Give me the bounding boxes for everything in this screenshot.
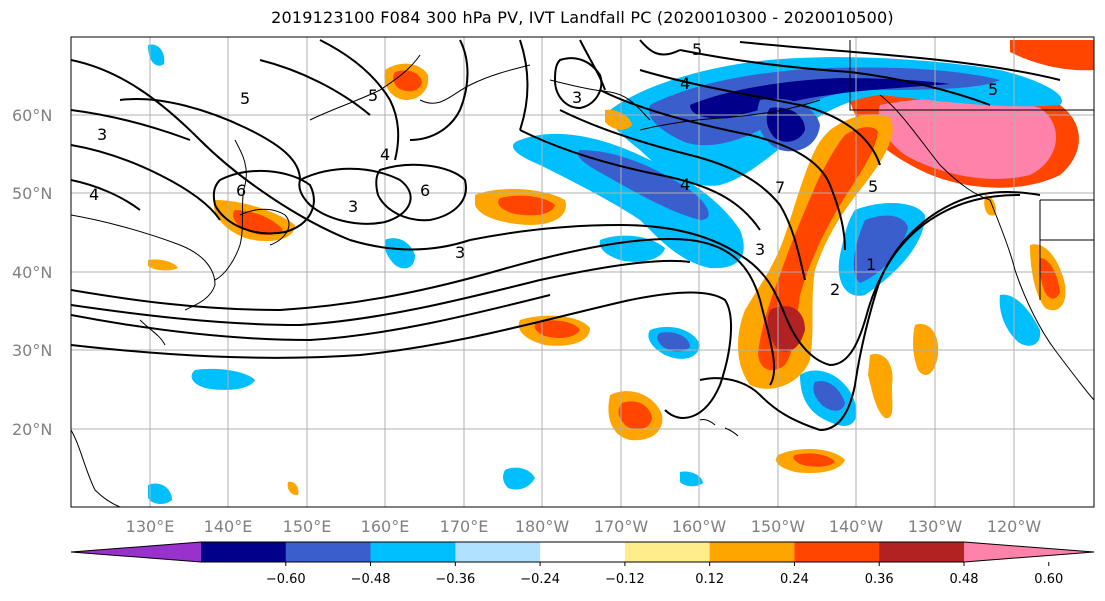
contour-label: 5 (368, 86, 378, 105)
map-title: 2019123100 F084 300 hPa PV, IVT Landfall… (271, 8, 894, 27)
latitude-labels: 60°N 50°N 40°N 30°N 20°N (12, 106, 52, 439)
colorbar-segment (794, 542, 880, 562)
contour-label: 3 (97, 125, 107, 144)
pv-contours (71, 39, 1061, 431)
contour-label: 4 (680, 175, 690, 194)
contour-label: 3 (755, 240, 765, 259)
lon-label: 130°W (908, 517, 963, 536)
contour-label: 5 (692, 40, 702, 59)
contour-label: 1 (866, 255, 876, 274)
colorbar-segment (540, 542, 626, 562)
coastlines (71, 40, 1094, 507)
contour-label: 5 (240, 89, 250, 108)
colorbar-tick-label: −0.60 (266, 572, 306, 587)
colorbar-outline (70, 541, 1095, 563)
lon-label: 150°W (751, 517, 806, 536)
colorbar-segment (709, 542, 795, 562)
colorbar-tick-label: −0.24 (520, 572, 560, 587)
colorbar-segment (964, 542, 1094, 562)
contour-label: 2 (830, 280, 840, 299)
contour-label: 4 (380, 145, 390, 164)
colorbar-segment (285, 542, 372, 562)
colorbar-tick-label: 0.12 (695, 572, 724, 587)
colorbar-tick-label: −0.36 (435, 572, 475, 587)
lon-label: 150°E (283, 517, 332, 536)
colorbar-segment (370, 542, 456, 562)
lat-label: 20°N (12, 420, 52, 439)
lon-label: 160°W (672, 517, 727, 536)
lat-label: 40°N (12, 263, 52, 282)
lon-label: 170°W (594, 517, 649, 536)
lat-label: 30°N (12, 341, 52, 360)
colorbar-segment (879, 542, 965, 562)
pv-shading (148, 40, 1094, 504)
contour-label: 7 (775, 178, 785, 197)
contour-label: 5 (868, 177, 878, 196)
contour-label: 5 (988, 80, 998, 99)
contour-label: 3 (455, 243, 465, 262)
lon-label: 130°E (126, 517, 175, 536)
colorbar-tick-label: −0.48 (351, 572, 391, 587)
colorbar-tick-label: 0.24 (780, 572, 809, 587)
colorbar-tick-label: 0.60 (1034, 572, 1063, 587)
contour-label-group: 5 3 4 6 6 5 3 4 3 3 4 5 5 7 1 2 3 4 5 (89, 40, 998, 299)
colorbar-segment (624, 542, 711, 562)
graticule (71, 37, 1094, 507)
colorbar-segment (71, 542, 201, 562)
lon-label: 140°E (204, 517, 253, 536)
colorbar-segment (455, 542, 541, 562)
lat-label: 60°N (12, 106, 52, 125)
lon-label: 140°W (829, 517, 884, 536)
contour-label: 4 (89, 185, 99, 204)
contour-label: 4 (680, 74, 690, 93)
colorbar-tick-label: 0.48 (950, 572, 979, 587)
colorbar-tick-label: −0.12 (605, 572, 645, 587)
lon-label: 120°W (987, 517, 1042, 536)
colorbar-ticks: −0.60 −0.48 −0.36 −0.24 −0.12 0.12 0.24 0.36 0.4… (266, 562, 1063, 587)
contour-label: 6 (236, 181, 246, 200)
contour-label: 3 (572, 88, 582, 107)
colorbar-segment (201, 542, 287, 562)
lat-label: 50°N (12, 184, 52, 203)
contour-label: 6 (420, 181, 430, 200)
lon-label: 170°E (440, 517, 489, 536)
lon-label: 180°W (515, 517, 570, 536)
contour-label: 3 (348, 197, 358, 216)
colorbar-tick-label: 0.36 (865, 572, 894, 587)
longitude-labels: 130°E 140°E 150°E 160°E 170°E 180°W 170°… (126, 517, 1042, 536)
colorbar (70, 541, 1095, 563)
lon-label: 160°E (361, 517, 410, 536)
map-border (70, 36, 1095, 508)
